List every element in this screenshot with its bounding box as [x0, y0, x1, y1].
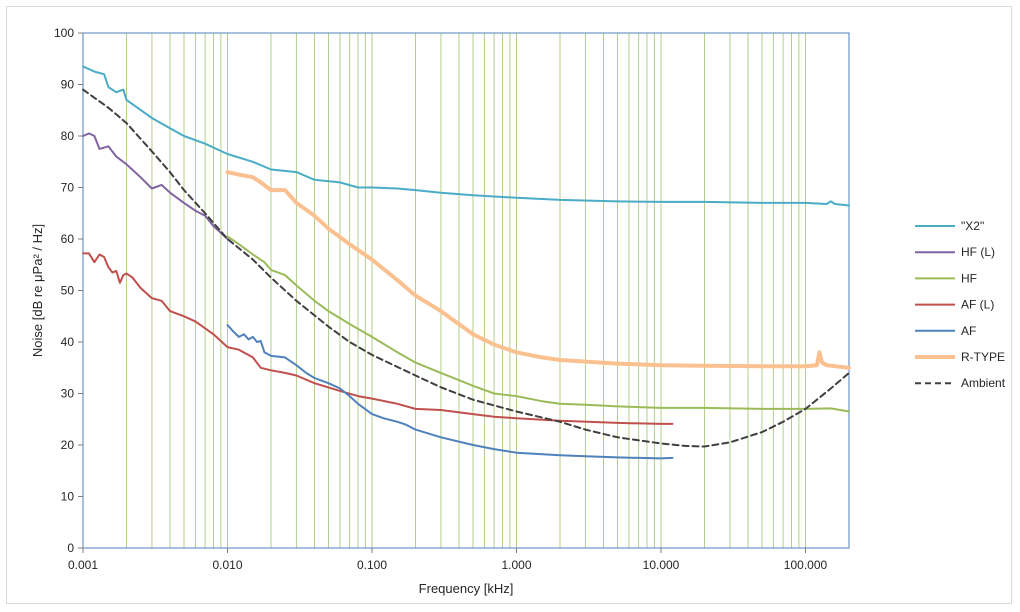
chart-frame: 0 10 20 30 40 50 60 70 80 90 100 0.001 0.010 0.100 1.…: [6, 6, 1012, 604]
x-tick-label: 0.100: [357, 558, 387, 572]
x-axis-ticks: 0.001 0.010 0.100 1.000 10.000 100.000: [68, 548, 828, 572]
gridlines: [125, 33, 807, 548]
legend: "X2" HF (L) HF AF (L) AF R-TYPE Ambient: [915, 219, 1006, 390]
y-tick-label: 90: [61, 78, 75, 92]
y-tick-label: 0: [67, 541, 74, 555]
legend-label: R-TYPE: [961, 350, 1005, 364]
x-tick-label: 1.000: [501, 558, 531, 572]
series-line-hf-l: [82, 132, 229, 240]
y-tick-label: 100: [54, 26, 74, 40]
series-line-r-type: [225, 170, 851, 370]
series-line-af: [226, 324, 674, 460]
series-line-x2: [82, 65, 850, 207]
series-line-af-l: [82, 252, 674, 425]
x-tick-label: 0.001: [68, 558, 98, 572]
legend-label: AF: [961, 324, 976, 338]
legend-label: Ambient: [961, 376, 1006, 390]
y-tick-label: 50: [61, 284, 75, 298]
legend-label: AF (L): [961, 298, 994, 312]
x-tick-label: 0.010: [212, 558, 242, 572]
plot-area: [82, 32, 850, 549]
x-axis-title: Frequency [kHz]: [419, 581, 514, 596]
legend-label: HF (L): [961, 245, 995, 259]
legend-label: "X2": [961, 219, 984, 233]
series-line-ambient: [82, 88, 850, 448]
y-tick-label: 70: [61, 181, 75, 195]
legend-label: HF: [961, 271, 977, 285]
y-tick-label: 20: [61, 438, 75, 452]
series-line-hf: [226, 235, 850, 413]
series-lines: [82, 65, 851, 460]
y-tick-label: 30: [61, 387, 75, 401]
x-tick-label: 10.000: [643, 558, 680, 572]
y-axis-title: Noise [dB re μPa² / Hz]: [30, 224, 45, 357]
noise-chart: 0 10 20 30 40 50 60 70 80 90 100 0.001 0.010 0.100 1.…: [30, 26, 1006, 596]
y-tick-label: 10: [61, 490, 75, 504]
y-tick-label: 40: [61, 335, 75, 349]
y-tick-label: 60: [61, 232, 75, 246]
y-axis-ticks: 0 10 20 30 40 50 60 70 80 90 100: [54, 26, 83, 555]
x-tick-label: 100.000: [784, 558, 828, 572]
y-tick-label: 80: [61, 129, 75, 143]
